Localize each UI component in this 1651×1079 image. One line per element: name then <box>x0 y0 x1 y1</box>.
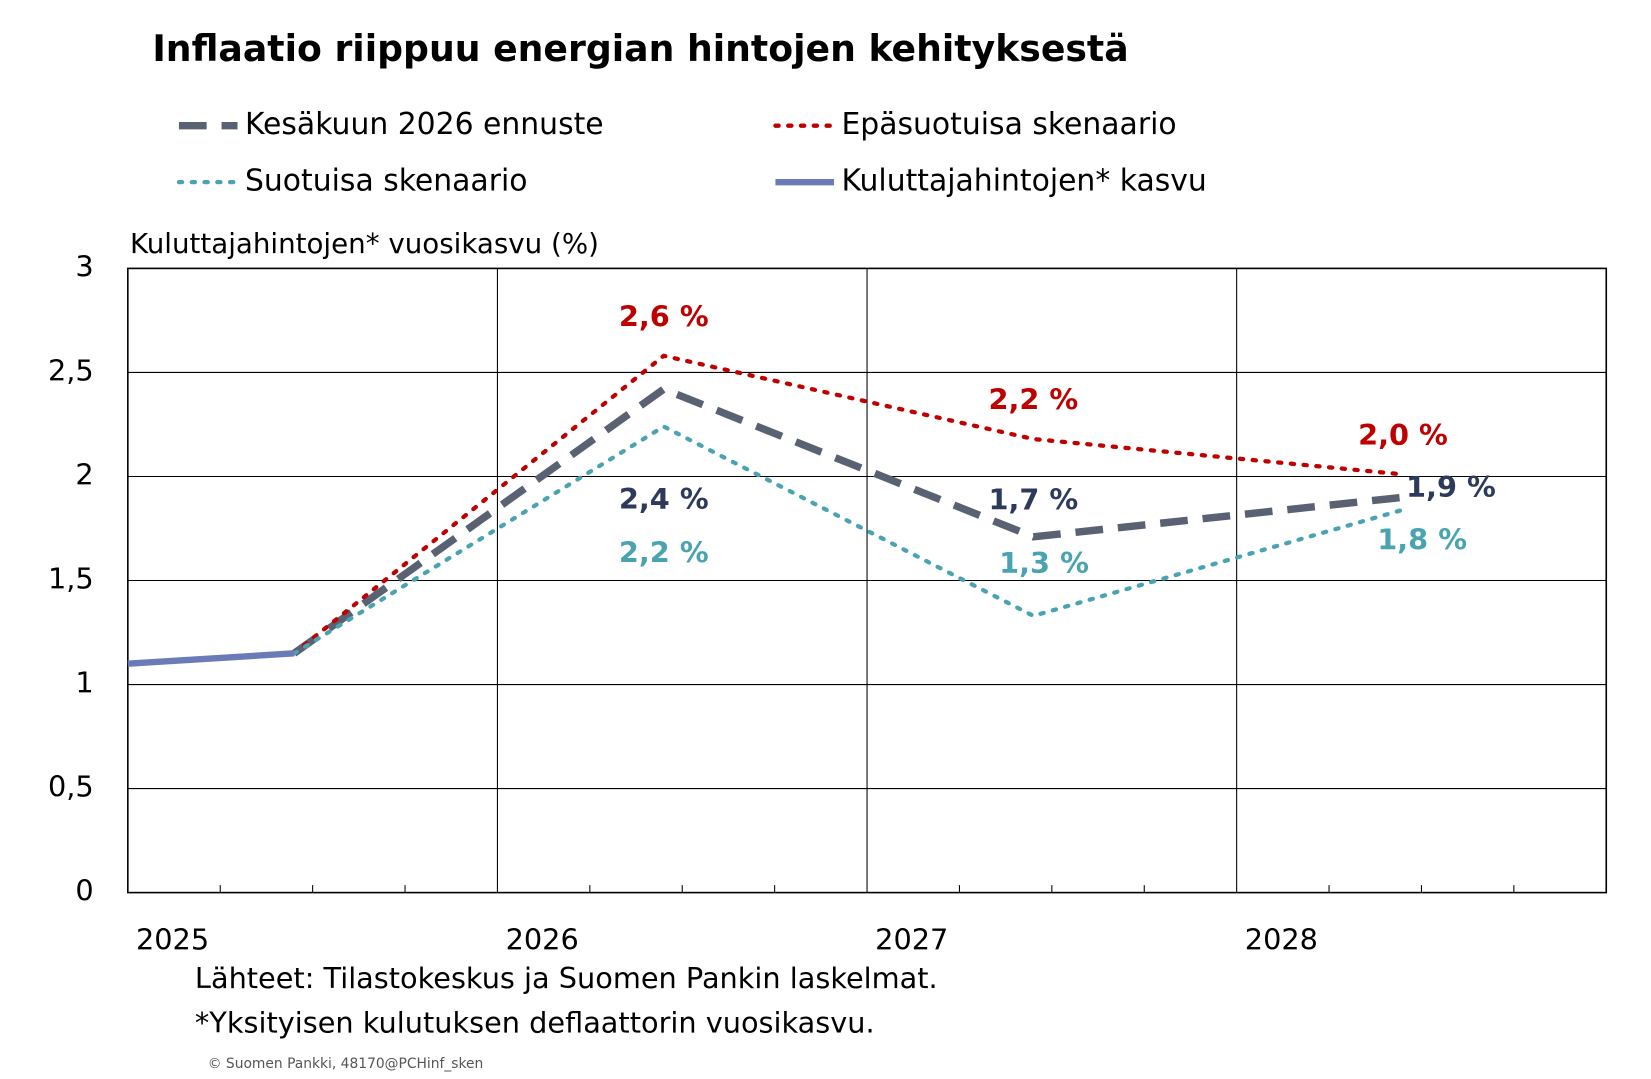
y-tick-label: 2 <box>75 457 93 491</box>
x-tick-label: 2028 <box>1245 923 1318 957</box>
legend-label: Epäsuotuisa skenaario <box>841 107 1176 142</box>
y-axis-label: Kuluttajahintojen* vuosikasvu (%) <box>130 227 599 260</box>
y-tick-label: 2,5 <box>48 353 94 387</box>
chart-title: Inflaatio riippuu energian hintojen kehi… <box>152 27 1128 70</box>
data-label: 2,2 % <box>988 383 1078 417</box>
data-label: 2,0 % <box>1358 418 1448 452</box>
y-tick-label: 1 <box>75 666 93 700</box>
series-line <box>292 424 1406 656</box>
y-tick-label: 0 <box>75 874 93 908</box>
data-label: 1,7 % <box>988 483 1078 517</box>
legend-label: Kuluttajahintojen* kasvu <box>841 164 1206 199</box>
series-line <box>292 353 1406 656</box>
legend-label: Kesäkuun 2026 ennuste <box>245 107 604 142</box>
y-tick-label: 3 <box>75 249 93 283</box>
x-tick-label: 2027 <box>875 923 948 957</box>
x-tick-label: 2026 <box>506 923 579 957</box>
series-line <box>291 385 1404 657</box>
copyright: © Suomen Pankki, 48170@PCHinf_sken <box>208 1056 484 1072</box>
data-label: 1,8 % <box>1377 523 1467 557</box>
series-line <box>127 650 295 667</box>
data-label: 2,6 % <box>619 300 709 334</box>
x-tick-label: 2025 <box>136 923 209 957</box>
legend-label: Suotuisa skenaario <box>245 164 528 199</box>
data-label: 1,3 % <box>999 546 1089 580</box>
data-label: 1,9 % <box>1406 470 1496 504</box>
note: Lähteet: Tilastokeskus ja Suomen Pankin … <box>195 961 938 995</box>
data-label: 2,2 % <box>619 535 709 569</box>
plot-frame <box>127 267 1608 894</box>
data-label: 2,4 % <box>619 482 709 516</box>
y-tick-label: 0,5 <box>48 770 94 804</box>
y-tick-label: 1,5 <box>48 562 94 596</box>
note: *Yksityisen kulutuksen deflaattorin vuos… <box>195 1006 875 1040</box>
